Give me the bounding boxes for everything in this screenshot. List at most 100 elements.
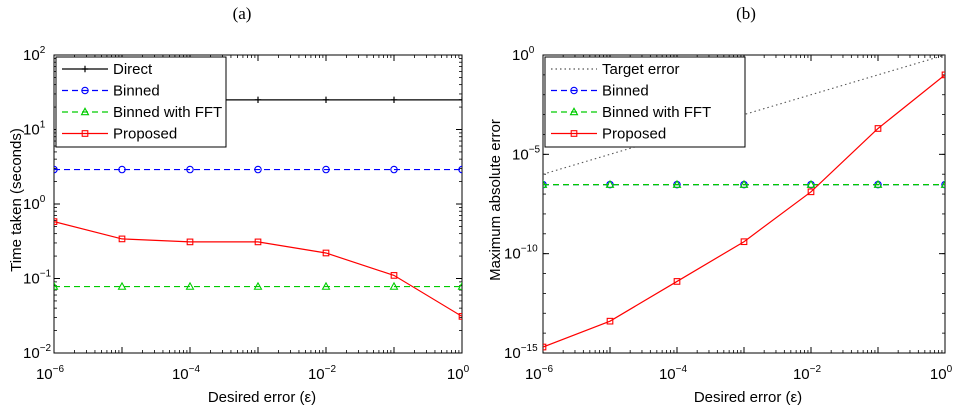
panel-b-data-point — [739, 179, 749, 188]
panel-a-y-tick-label-base: 10 — [23, 47, 40, 64]
panel-b-x-tick-label-base: 10 — [525, 366, 542, 383]
panel-b-y-tick-label: 100 — [512, 45, 535, 64]
panel-a-y-tick-label-exp: −2 — [40, 343, 52, 354]
panel-b-ylabel: Maximum absolute error — [487, 119, 504, 281]
panel-b-x-tick-label: 10−2 — [793, 364, 822, 383]
panel-a-legend-marker — [81, 86, 89, 95]
panel-a-legend-label: Binned with FFT — [113, 104, 222, 121]
panel-a-series-binned — [54, 165, 462, 174]
panel-b-data-point — [940, 179, 945, 188]
panel-a-data-point — [458, 165, 462, 174]
panel-a-data-point — [322, 249, 330, 257]
panel-b-data-point — [605, 179, 615, 188]
panel-b-data-point — [873, 179, 883, 188]
panel-a-x-tick-label-exp: −4 — [189, 364, 201, 375]
panel-a-x-tick-label: 100 — [447, 364, 470, 383]
panel-b-data-point — [740, 238, 748, 246]
panel-b-data-point — [673, 278, 681, 285]
panel-a-data-point — [118, 165, 126, 174]
panel-a-y-tick-label: 102 — [23, 45, 46, 64]
panel-b-data-point — [807, 188, 815, 196]
panel-b-x-tick-label-base: 10 — [659, 366, 676, 383]
panel-b-y-tick-label-base: 10 — [504, 246, 521, 263]
panel-b-data-point — [606, 317, 614, 325]
panel-a-data-point — [186, 165, 194, 174]
panel-a-x-tick-label-base: 10 — [308, 366, 325, 383]
panel-a-data-point — [389, 281, 399, 290]
panel-a-legend-label: Proposed — [113, 126, 177, 143]
panel-a-series-binned-with-fft — [54, 281, 462, 290]
panel-a-y-tick-label-base: 10 — [23, 345, 40, 362]
panel-a-data-point — [118, 235, 126, 243]
panel-a-x-tick-label-base: 10 — [447, 366, 464, 383]
panel-b-x-tick-label-base: 10 — [930, 366, 947, 383]
panel-a-legend-label: Direct — [113, 61, 153, 78]
panel-a-data-point — [117, 281, 127, 290]
panel-a-legend: Direct Binned Binned with FFT Proposed — [55, 56, 227, 148]
panel-b-x-tick-label-exp: −4 — [676, 364, 688, 375]
panel-a-y-tick-label-exp: 2 — [40, 45, 46, 56]
panel-a-data-point — [390, 272, 398, 279]
panel-b-legend-marker — [569, 107, 579, 116]
panel-b-legend-label: Target error — [602, 61, 680, 78]
panel-a-x-tick-label: 10−2 — [308, 364, 337, 383]
panel-a-data-point — [254, 96, 262, 104]
panel-a-y-tick-label-base: 10 — [23, 196, 40, 213]
panel-a-legend-label: Binned — [113, 83, 160, 100]
panel-a-data-point — [186, 238, 194, 246]
panel-a-y-tick-label: 100 — [23, 194, 46, 213]
panel-b-legend-label: Proposed — [602, 126, 666, 143]
panel-a-data-point — [54, 218, 58, 225]
panel-a-y-tick-label-base: 10 — [23, 122, 40, 139]
panel-a-data-point — [457, 281, 462, 290]
panel-a-data-point — [185, 281, 195, 290]
panel-b-y-tick-label-base: 10 — [512, 146, 529, 163]
panel-a-y-tick-label: 10−1 — [23, 269, 52, 288]
panel-a-y-tick-label: 101 — [23, 120, 46, 139]
panel-b-legend-marker — [570, 86, 578, 95]
panel-a-y-tick-label: 10−2 — [23, 343, 52, 362]
panel-a-legend-marker — [80, 107, 90, 116]
panel-b-x-tick-label-base: 10 — [793, 366, 810, 383]
panel-b-x-tick-label-exp: 0 — [947, 364, 953, 375]
panel-b-y-tick-label: 10−5 — [512, 144, 541, 163]
panel-a-data-point — [254, 165, 262, 174]
panel-a-x-tick-label: 10−4 — [172, 364, 201, 383]
panel-b-y-tick-label-base: 10 — [504, 345, 521, 362]
panel-a-data-point — [390, 96, 398, 104]
panel-a-series-proposed — [54, 218, 462, 320]
panel-b-data-point — [806, 179, 816, 188]
panel-b-legend-box — [544, 56, 746, 148]
panel-b-y-tick-label: 10−10 — [504, 244, 538, 263]
panel-a-x-tick-label-exp: 0 — [464, 364, 470, 375]
panel-b-label: (b) — [736, 4, 756, 23]
panel-b-x-tick-label-exp: −2 — [810, 364, 822, 375]
panel-b-data-point — [874, 125, 882, 132]
panel-b-series-line — [543, 74, 945, 348]
panel-b-y-tick-label-exp: −5 — [529, 144, 541, 155]
panel-a-y-tick-label-base: 10 — [23, 271, 40, 288]
panel-a-data-point — [254, 238, 262, 246]
panel-a-data-point — [390, 165, 398, 174]
panel-a-y-tick-label-exp: 1 — [40, 120, 46, 131]
panel-b-x-tick-label: 100 — [930, 364, 953, 383]
panel-a-chart: Desired error (ε) Time taken (seconds) 1… — [8, 45, 470, 406]
panel-b-data-point — [941, 71, 945, 79]
panel-b-chart: Desired error (ε) Maximum absolute error… — [487, 45, 953, 406]
panel-b-x-tick-label-exp: −6 — [542, 364, 554, 375]
panel-a-x-tick-label: 10−6 — [36, 364, 65, 383]
panel-b-legend-marker — [570, 130, 578, 137]
panel-b-data-point — [543, 343, 547, 351]
panel-a-data-point — [321, 281, 331, 290]
panel-b-data-point — [672, 179, 682, 188]
panel-b-xlabel: Desired error (ε) — [694, 389, 802, 406]
panel-b-x-tick-label: 10−6 — [525, 364, 554, 383]
panel-a-xlabel: Desired error (ε) — [208, 389, 316, 406]
panel-a-y-tick-label-exp: 0 — [40, 194, 46, 205]
panel-a-x-tick-label-exp: −2 — [325, 364, 337, 375]
panel-b-y-tick-label-exp: 0 — [529, 45, 535, 56]
panel-a-label: (a) — [233, 4, 252, 23]
panel-a-x-tick-label-base: 10 — [36, 366, 53, 383]
